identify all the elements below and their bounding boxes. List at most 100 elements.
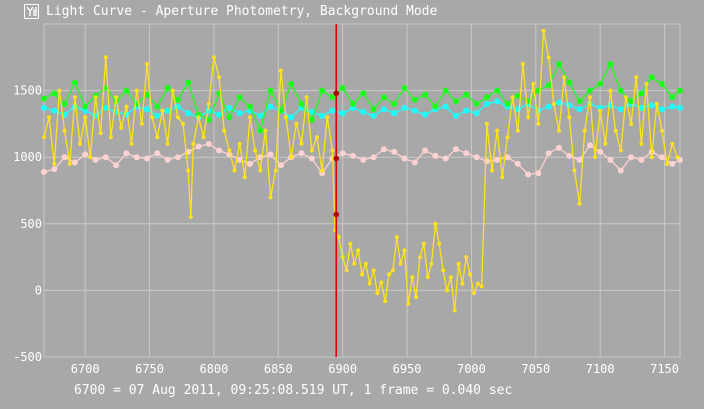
data-point-comp1 <box>494 87 501 94</box>
data-point-target <box>634 75 639 80</box>
data-point-target <box>665 161 670 166</box>
data-point-comp3 <box>216 147 223 154</box>
data-point-comp3 <box>102 154 109 161</box>
data-point-target <box>379 280 384 285</box>
data-point-target <box>258 168 263 173</box>
data-point-target <box>613 128 618 133</box>
data-point-comp1 <box>350 100 356 107</box>
data-point-comp1 <box>669 94 676 101</box>
data-point-comp2 <box>677 104 683 111</box>
data-point-target <box>675 155 680 160</box>
data-point-target <box>336 235 341 240</box>
data-point-comp1 <box>401 84 408 91</box>
data-point-comp2 <box>617 106 624 113</box>
data-point-comp2 <box>329 107 336 114</box>
series-line-comp1 <box>43 62 681 133</box>
data-point-target <box>134 88 139 93</box>
data-point-target <box>572 168 577 173</box>
data-point-comp3 <box>133 154 140 161</box>
data-point-target <box>52 161 57 166</box>
app-logo-icon[interactable] <box>24 4 39 19</box>
data-point-target <box>618 148 623 153</box>
data-point-comp3 <box>628 154 635 161</box>
data-point-target <box>425 275 430 280</box>
data-point-comp1 <box>71 79 78 86</box>
data-point-target <box>448 275 453 280</box>
data-point-comp1 <box>267 87 274 94</box>
data-point-comp3 <box>669 160 676 167</box>
x-tick-label: 6700 <box>71 362 100 376</box>
data-point-comp2 <box>422 111 429 118</box>
data-point-target <box>375 291 380 296</box>
data-point-comp3 <box>41 168 47 175</box>
data-point-target <box>299 141 304 146</box>
data-point-comp1 <box>677 87 683 94</box>
data-point-target <box>649 155 654 160</box>
data-point-target <box>670 141 675 146</box>
data-point-target <box>464 255 469 260</box>
data-point-comp2 <box>51 107 58 114</box>
data-point-comp1 <box>545 82 552 89</box>
data-point-target <box>433 221 438 226</box>
data-point-comp1 <box>586 87 593 94</box>
series-comp3 <box>41 140 683 178</box>
data-point-target <box>278 68 283 73</box>
y-tick-label: 500 <box>20 217 42 231</box>
data-point-target <box>505 135 510 140</box>
title-bar: Light Curve - Aperture Photometry, Backg… <box>0 0 704 24</box>
data-point-comp1 <box>257 127 264 134</box>
data-point-target <box>567 115 572 120</box>
data-point-target <box>495 128 500 133</box>
data-point-target <box>325 115 330 120</box>
data-point-comp2 <box>659 106 665 113</box>
data-point-target <box>445 288 449 293</box>
data-point-comp3 <box>545 150 552 157</box>
window-title: Light Curve - Aperture Photometry, Backg… <box>46 4 438 19</box>
x-tick-label: 6950 <box>393 362 422 376</box>
data-point-comp1 <box>370 106 377 113</box>
data-point-comp3 <box>576 156 583 163</box>
data-point-comp2 <box>164 107 171 114</box>
data-point-target <box>217 75 222 80</box>
data-point-target <box>201 135 206 140</box>
data-point-target <box>390 268 395 273</box>
data-point-comp3 <box>370 154 377 161</box>
data-point-comp3 <box>556 144 562 151</box>
y-tick-label: 1500 <box>13 84 42 98</box>
data-point-target <box>309 148 314 153</box>
data-point-target <box>654 101 659 106</box>
data-point-comp3 <box>432 152 439 159</box>
data-point-target <box>383 299 388 304</box>
data-point-comp2 <box>494 98 501 105</box>
data-point-comp3 <box>617 167 624 174</box>
data-point-target <box>577 201 582 206</box>
data-point-comp3 <box>144 155 150 162</box>
x-tick-label: 7000 <box>457 362 486 376</box>
data-point-target <box>456 261 461 266</box>
data-point-target <box>363 261 368 266</box>
series-comp1 <box>41 61 683 134</box>
data-point-comp2 <box>288 114 295 121</box>
data-point-target <box>398 261 403 266</box>
cursor-marker <box>333 90 340 97</box>
data-point-target <box>340 255 345 260</box>
data-point-comp1 <box>185 79 192 86</box>
data-point-comp3 <box>298 150 305 157</box>
data-point-comp3 <box>401 155 408 162</box>
data-point-target <box>541 28 546 33</box>
data-point-comp1 <box>514 92 521 99</box>
data-point-comp2 <box>339 110 346 117</box>
axes <box>43 23 681 358</box>
data-point-comp2 <box>483 100 490 107</box>
data-point-target <box>181 121 185 126</box>
data-point-target <box>475 281 480 286</box>
data-point-comp2 <box>669 103 676 110</box>
data-point-comp3 <box>607 156 614 163</box>
x-tick-label: 7050 <box>521 362 550 376</box>
data-point-comp3 <box>473 154 480 161</box>
data-point-comp1 <box>422 91 429 98</box>
data-point-target <box>98 131 103 136</box>
data-point-target <box>536 121 541 126</box>
data-point-comp2 <box>638 104 645 111</box>
